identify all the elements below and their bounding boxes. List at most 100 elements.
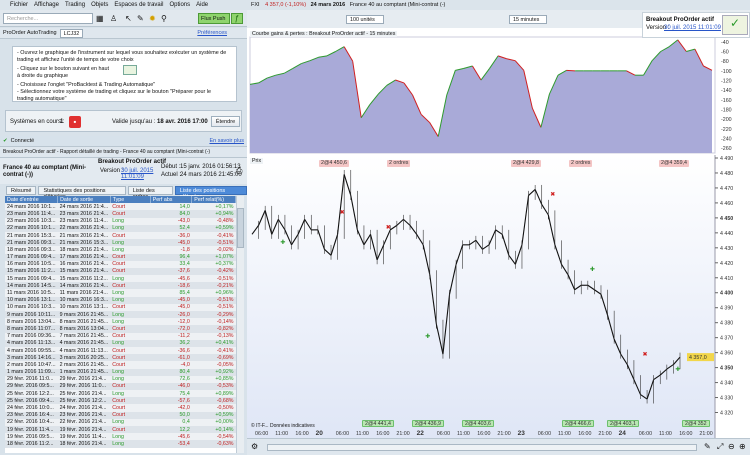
scrollbar-thumb[interactable] xyxy=(237,208,244,248)
alert-icon[interactable]: ✹ xyxy=(149,14,156,23)
menu-aide[interactable]: Aide xyxy=(196,2,209,8)
table-row[interactable]: 8 mars 2016 11:07... 8 mars 2016 13:04...… xyxy=(5,325,236,333)
table-row[interactable]: 18 févr. 2016 11:2... 18 févr. 2016 21:4.… xyxy=(5,440,236,448)
menu-espaces[interactable]: Espaces de travail xyxy=(114,2,164,8)
exit-date: 22 févr. 2016 21:4... xyxy=(57,418,111,426)
pointer-icon[interactable]: ↖ xyxy=(125,14,132,23)
table-row[interactable]: 23 mars 2016 10:3... 23 mars 2016 11:4...… xyxy=(5,217,236,225)
extend-button[interactable]: Étendre xyxy=(211,116,240,127)
version-link[interactable]: 30 juil. 2015 11:01:09 xyxy=(121,168,154,180)
table-row[interactable]: 24 mars 2016 10:1... 24 mars 2016 21:4...… xyxy=(5,203,236,211)
table-row[interactable]: 17 mars 2016 09:4... 17 mars 2016 21:4...… xyxy=(5,253,236,261)
table-row[interactable]: 7 mars 2016 09:36... 7 mars 2016 21:45...… xyxy=(5,332,236,340)
person-icon[interactable]: ♙ xyxy=(110,14,118,23)
table-row[interactable]: 29 févr. 2016 09:5... 29 févr. 2016 11:0.… xyxy=(5,382,236,391)
y-tick-label: -80 xyxy=(721,59,729,65)
table-row[interactable]: 1 mars 2016 11:09... 1 mars 2016 21:45...… xyxy=(5,368,236,376)
order-tag[interactable]: 2@4 359,4 xyxy=(659,160,689,167)
col-type[interactable]: Type xyxy=(110,196,151,204)
pencil-icon[interactable]: ✎ xyxy=(137,14,144,23)
zoom-icon[interactable]: ⚲ xyxy=(161,14,167,23)
table-row[interactable]: 18 mars 2016 09:3... 18 mars 2016 21:4...… xyxy=(5,246,236,254)
table-row[interactable]: 11 mars 2016 10:5... 11 mars 2016 21:4...… xyxy=(5,289,236,297)
order-tag[interactable]: 2@4 403,1 xyxy=(607,420,639,427)
order-tag[interactable]: 2@4 352 xyxy=(682,420,710,427)
tab-statistics[interactable]: Statistiques des positions clôturées xyxy=(38,186,126,200)
table-row[interactable]: 23 févr. 2016 16:4... 23 févr. 2016 21:4.… xyxy=(5,411,236,419)
table-row[interactable]: 19 févr. 2016 09:5... 19 févr. 2016 11:4.… xyxy=(5,433,236,441)
perf-abs: 75,4 xyxy=(150,390,192,398)
menu-trading[interactable]: Trading xyxy=(64,2,86,8)
formula-icon[interactable]: ƒ xyxy=(231,13,243,24)
time-scrollbar[interactable] xyxy=(267,444,697,451)
table-row[interactable]: 15 mars 2016 09:4... 15 mars 2016 11:2...… xyxy=(5,275,236,283)
price-segment xyxy=(435,324,444,355)
order-tag[interactable]: 2@4 429,8 xyxy=(511,160,541,167)
table-row[interactable]: 14 mars 2016 14:5... 14 mars 2016 21:4...… xyxy=(5,282,236,290)
table-row[interactable]: 19 févr. 2016 11:4... 19 févr. 2016 21:4.… xyxy=(5,426,236,434)
col-entry-date[interactable]: Date d'entrée xyxy=(5,196,59,204)
system-version-link[interactable]: 30 juil. 2015 11:01:09 xyxy=(664,25,721,31)
menu-options[interactable]: Options xyxy=(169,2,191,8)
order-tag[interactable]: 2@4 450,6 xyxy=(319,160,349,167)
timeframe-select[interactable]: 15 minutes xyxy=(509,15,547,24)
zoom-in-icon[interactable]: ⊕ xyxy=(739,442,746,451)
price-segment xyxy=(258,210,266,226)
perf-abs: -37,6 xyxy=(150,267,192,276)
order-tag[interactable]: 2@4 466,6 xyxy=(562,420,594,427)
tab-closed-positions[interactable]: Liste des positions clôturées xyxy=(174,186,248,200)
table-row[interactable]: 21 mars 2016 09:3... 21 mars 2016 15:3...… xyxy=(5,239,236,247)
table-row[interactable]: 9 mars 2016 10:11... 9 mars 2016 21:45...… xyxy=(5,311,236,319)
learn-more-link[interactable]: En savoir plus xyxy=(209,138,244,144)
table-row[interactable]: 8 mars 2016 13:04... 8 mars 2016 21:45...… xyxy=(5,318,236,326)
order-tag[interactable]: 2@4 441,4 xyxy=(362,420,394,427)
tab-resume[interactable]: Résumé xyxy=(6,186,37,195)
pencil-icon[interactable]: ✎ xyxy=(704,442,711,451)
units-select[interactable]: 100 unités xyxy=(346,15,384,24)
chart-settings-icon[interactable]: ⚙ xyxy=(251,442,259,451)
menu-objets[interactable]: Objets xyxy=(91,2,109,8)
preferences-link[interactable]: Préférences xyxy=(197,30,227,36)
table-row[interactable]: 29 févr. 2016 11:0... 29 févr. 2016 21:4.… xyxy=(5,375,236,383)
flux-push-button[interactable]: Flux Push xyxy=(198,13,230,24)
order-tag[interactable]: 2 ordres xyxy=(387,160,411,167)
print-icon[interactable]: ⎙ xyxy=(236,166,243,175)
order-tag[interactable]: 2@4 403,6 xyxy=(462,420,494,427)
table-row[interactable]: 23 mars 2016 11:4... 23 mars 2016 21:4...… xyxy=(5,210,236,218)
table-row[interactable]: 22 mars 2016 10:1... 22 mars 2016 21:4...… xyxy=(5,224,236,232)
table-row[interactable]: 4 mars 2016 11:13... 4 mars 2016 21:45...… xyxy=(5,339,236,347)
backtest-icon[interactable]: ✓ xyxy=(722,15,748,35)
layout-icon[interactable]: ▦ xyxy=(96,14,104,23)
table-row[interactable]: 3 mars 2016 14:16... 3 mars 2016 20:25...… xyxy=(5,354,236,362)
order-tag[interactable]: 2 ordres xyxy=(569,160,593,167)
stop-icon[interactable]: ■ xyxy=(69,116,81,128)
table-row[interactable]: 10 mars 2016 13:1... 10 mars 2016 16:3...… xyxy=(5,296,236,304)
perf-abs: 0,4 xyxy=(150,418,192,426)
col-exit-date[interactable]: Date de sortie xyxy=(57,196,111,204)
menu-affichage[interactable]: Affichage xyxy=(34,2,59,8)
position-type: Court xyxy=(110,382,151,391)
table-row[interactable]: 25 févr. 2016 12:2... 25 févr. 2016 21:4.… xyxy=(5,390,236,398)
order-tag[interactable]: 2@4 436,9 xyxy=(412,420,444,427)
exit-date: 25 févr. 2016 21:4... xyxy=(57,390,111,398)
col-perf-abs[interactable]: Perf abs xyxy=(150,196,193,204)
menu-fichier[interactable]: Fichier xyxy=(10,2,29,8)
account-select[interactable]: LCJ32 xyxy=(59,28,84,38)
table-row[interactable]: 2 mars 2016 10:47... 2 mars 2016 21:45...… xyxy=(5,361,236,369)
table-row[interactable]: 22 févr. 2016 10:4... 22 févr. 2016 21:4.… xyxy=(5,418,236,426)
table-row[interactable]: 15 mars 2016 11:2... 15 mars 2016 21:4...… xyxy=(5,267,236,276)
table-row[interactable]: 16 mars 2016 10:5... 16 mars 2016 21:4...… xyxy=(5,260,236,268)
tab-orders[interactable]: Liste des ordres xyxy=(127,186,173,200)
table-row[interactable]: 21 mars 2016 15:3... 21 mars 2016 21:4...… xyxy=(5,231,236,240)
table-row[interactable]: 24 févr. 2016 10:0... 24 févr. 2016 21:4.… xyxy=(5,404,236,412)
entry-date: 7 mars 2016 09:36... xyxy=(5,332,58,340)
zoom-out-icon[interactable]: ⊖ xyxy=(728,442,735,451)
col-perf-rel[interactable]: Perf relat(%) xyxy=(191,196,236,204)
table-row[interactable]: 25 févr. 2016 09:4... 25 févr. 2016 12:2.… xyxy=(5,397,236,405)
search-input[interactable]: Recherche... xyxy=(3,13,93,24)
zoom-fit-icon[interactable]: ⤢ xyxy=(717,442,724,451)
table-row[interactable]: 4 mars 2016 09:55... 4 mars 2016 11:13...… xyxy=(5,346,236,355)
table-row[interactable]: 10 mars 2016 10:3... 10 mars 2016 13:1...… xyxy=(5,303,236,311)
equity-segment xyxy=(386,79,396,86)
table-scrollbar[interactable] xyxy=(236,196,244,453)
